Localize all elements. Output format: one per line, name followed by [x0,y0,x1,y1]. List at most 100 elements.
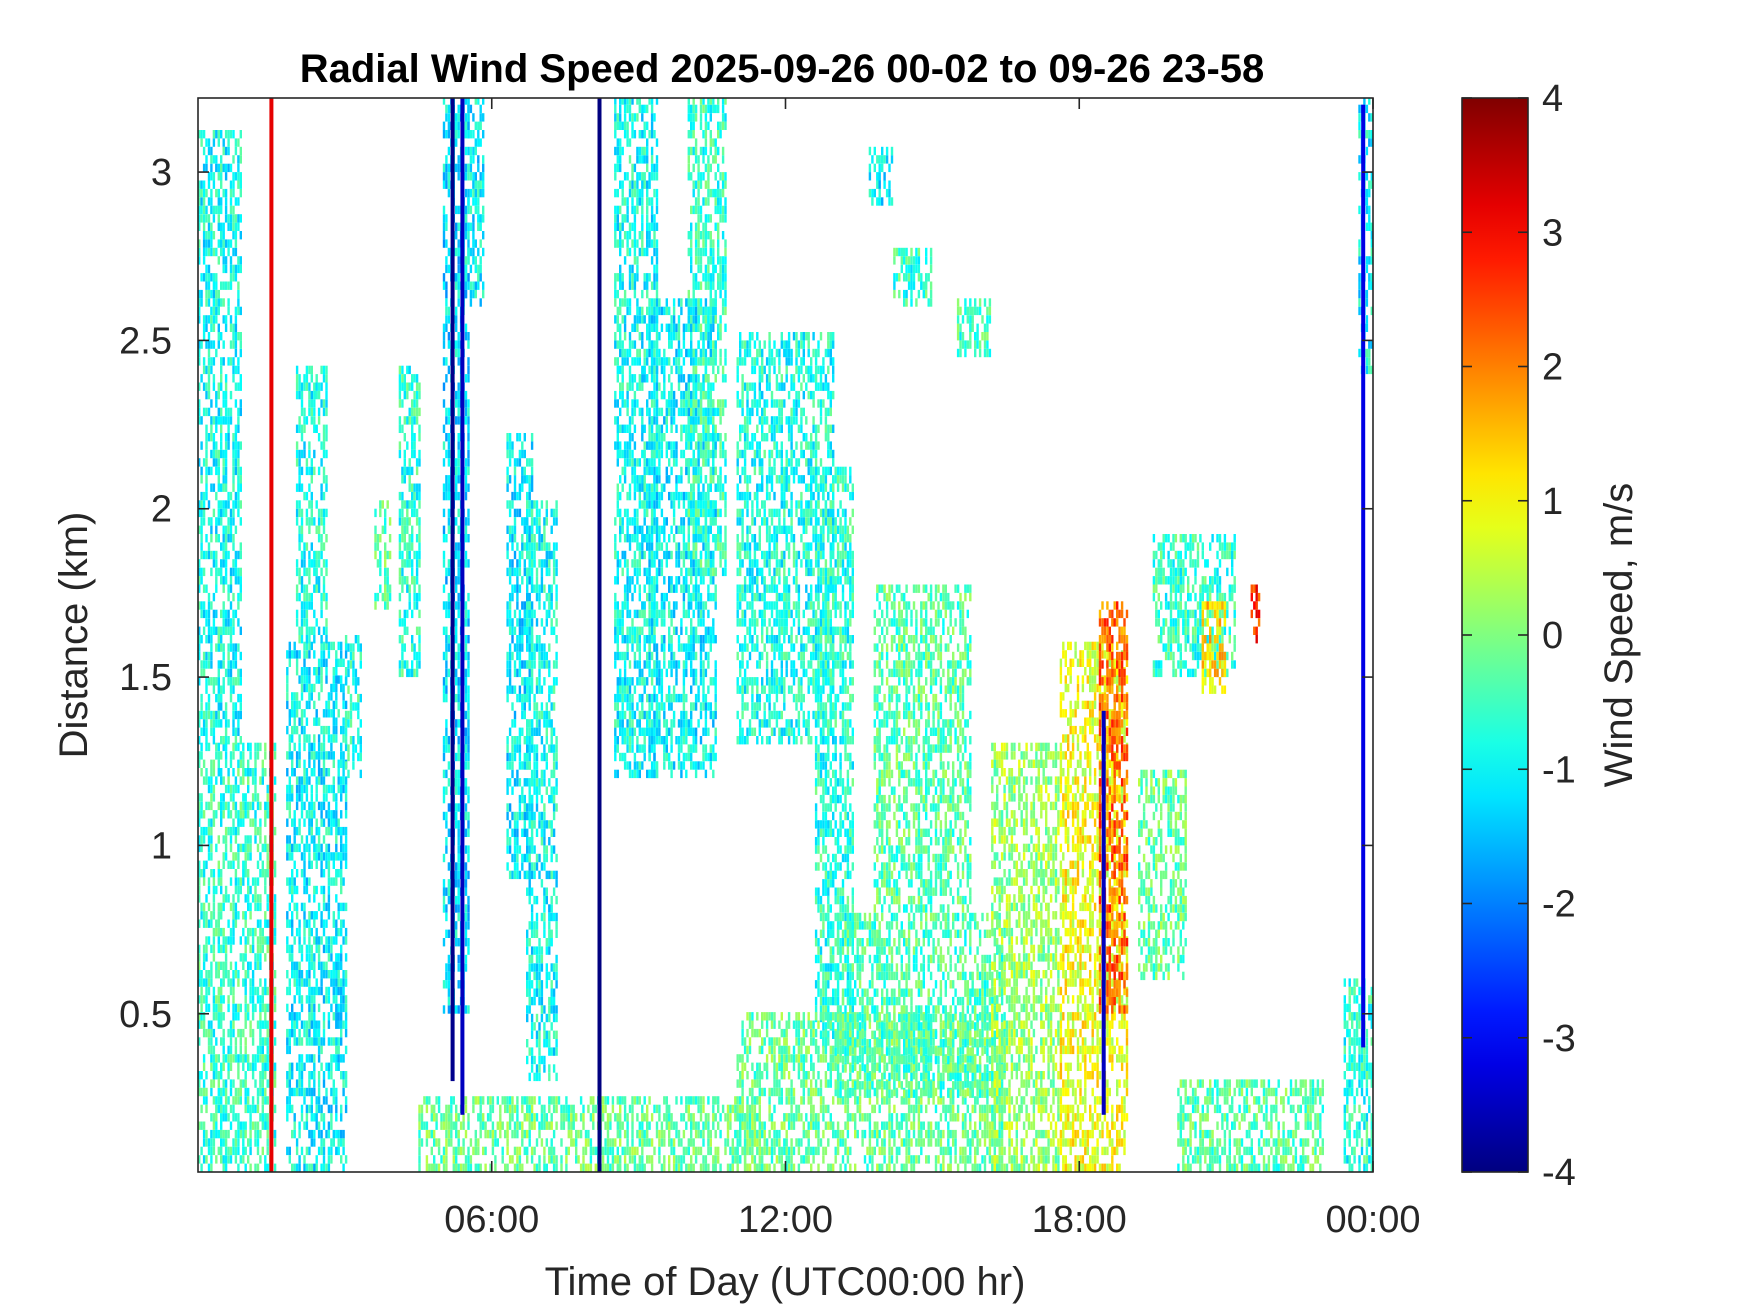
heatmap-cell [528,651,531,661]
heatmap-cell [202,231,206,240]
heatmap-cell [300,1113,304,1122]
heatmap-cell [229,860,233,869]
heatmap-cell [244,1045,247,1055]
heatmap-cell [198,306,201,316]
heatmap-cell [340,1104,343,1114]
heatmap-cell [234,1012,238,1021]
heatmap-cell [477,121,480,130]
heatmap-cell [222,357,225,366]
heatmap-cell [288,1087,291,1097]
heatmap-cell [317,717,321,726]
heatmap-cell [244,1079,247,1088]
heatmap-cell [237,710,240,720]
heatmap-cell [251,936,255,945]
heatmap-cell [327,1121,331,1130]
heatmap-cell [538,980,541,989]
heatmap-cell [273,1138,277,1147]
heatmap-cell [521,618,524,627]
heatmap-cell [244,1104,247,1114]
heatmap-cell [572,1113,575,1122]
heatmap-cell [447,668,451,678]
heatmap-cell [374,534,377,543]
heatmap-cell [401,500,404,509]
heatmap-cell [477,1146,480,1156]
heatmap-cell [300,970,304,979]
heatmap-cell [286,835,289,844]
heatmap-cell [300,433,304,442]
heatmap-cell [543,584,546,593]
heatmap-cell [229,390,233,400]
heatmap-cell [300,508,304,518]
heatmap-cell [467,172,470,181]
heatmap-cell [288,641,291,651]
heatmap-cell [565,1104,568,1114]
heatmap-cell [256,1146,260,1156]
heatmap-cell [305,584,309,593]
heatmap-cell [239,188,242,198]
heatmap-cell [207,702,211,711]
heatmap-cell [259,1155,262,1164]
heatmap-cell [310,399,313,408]
heatmap-cell [457,264,460,274]
heatmap-cell [317,1129,321,1139]
heatmap-cell [486,1113,490,1122]
heatmap-cell [464,954,468,964]
heatmap-cell [418,1138,421,1147]
heatmap-cell [217,986,220,996]
heatmap-cell [207,374,211,383]
heatmap-cell [533,946,536,955]
heatmap-cell [550,996,553,1006]
heatmap-cell [222,146,225,156]
heatmap-cell [538,601,541,610]
heatmap-cell [273,1079,277,1088]
heatmap-cell [315,1104,318,1114]
heatmap-cell [259,953,262,962]
heatmap-cell [239,668,242,678]
heatmap-cell [222,660,225,669]
heatmap-cell [408,542,411,551]
heatmap-cell [305,609,309,619]
heatmap-cell [291,953,294,962]
heatmap-cell [308,734,311,743]
heatmap-cell [550,828,553,837]
heatmap-cell [229,256,233,265]
heatmap-cell [227,919,230,928]
heatmap-cell [222,500,225,509]
heatmap-cell [198,1012,201,1021]
heatmap-cell [286,919,289,928]
heatmap-cell [220,1012,223,1021]
heatmap-cell [308,852,311,861]
heatmap-cell [325,986,328,996]
heatmap-cell [467,660,470,669]
heatmap-cell [212,869,216,878]
heatmap-cell [215,550,218,560]
heatmap-cell [205,483,208,492]
heatmap-cell [210,776,213,785]
heatmap-cell [322,944,326,954]
heatmap-cell [239,592,242,602]
heatmap-cell [308,1012,311,1021]
heatmap-cell [521,727,524,736]
heatmap-cell [234,810,238,819]
heatmap-cell [234,970,238,979]
heatmap-cell [325,860,328,869]
heatmap-cell [227,768,230,777]
heatmap-cell [464,517,468,526]
heatmap-cell [528,879,531,888]
heatmap-cell [313,700,316,710]
heatmap-cell [523,853,526,863]
heatmap-cell [234,1129,238,1139]
heatmap-cell [291,1062,294,1071]
heatmap-cell [293,843,296,853]
heatmap-cell [384,508,387,518]
heatmap-cell [457,1113,460,1122]
heatmap-cell [210,660,213,669]
heatmap-cell [533,769,536,779]
heatmap-cell [207,877,211,886]
heatmap-cell [288,1037,291,1046]
heatmap-cell [325,1087,328,1097]
heatmap-cell [295,441,299,450]
heatmap-cell [249,927,252,937]
heatmap-cell [335,869,338,878]
heatmap-cell [234,702,238,711]
